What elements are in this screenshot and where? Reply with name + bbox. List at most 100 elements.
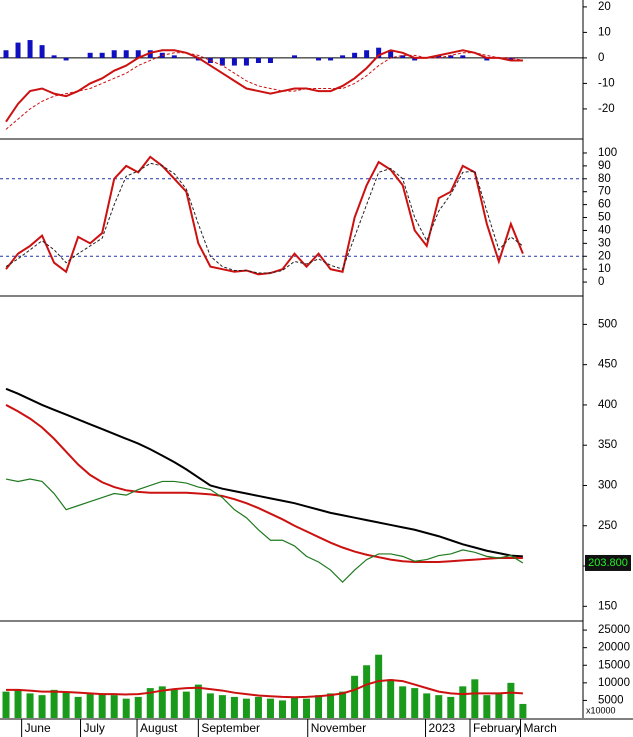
bar: [339, 691, 347, 718]
bar: [327, 693, 335, 718]
y-tick-label: 150: [598, 600, 617, 612]
bar: [399, 686, 407, 718]
bar: [495, 693, 503, 718]
bar: [231, 57, 237, 66]
x-tick-label: 2023: [429, 721, 456, 735]
bar: [51, 55, 57, 58]
x-tick-label: November: [311, 721, 366, 735]
bar: [39, 45, 45, 58]
y-tick-label: -10: [598, 77, 615, 89]
y-tick-label: 25000: [598, 624, 630, 636]
bar: [135, 50, 141, 58]
bar: [352, 52, 358, 58]
y-tick-label: 10: [598, 26, 611, 38]
bar: [484, 57, 490, 61]
y-tick-label: 90: [598, 160, 611, 172]
bar: [254, 696, 262, 718]
y-tick-label: 100: [598, 147, 617, 159]
bar: [388, 50, 394, 58]
bar: [291, 696, 299, 718]
bar: [194, 684, 202, 718]
bar: [364, 50, 370, 58]
series-line: [6, 679, 523, 699]
bar: [146, 688, 154, 718]
bar: [447, 696, 455, 718]
y-tick-label: 70: [598, 186, 611, 198]
bar: [218, 695, 226, 718]
bar: [471, 679, 479, 718]
bar: [242, 698, 250, 718]
bar: [3, 50, 9, 58]
bar: [50, 689, 58, 718]
y-tick-label: 40: [598, 224, 611, 236]
bar: [507, 682, 515, 718]
y-tick-label: 20000: [598, 642, 630, 654]
bar: [147, 50, 153, 58]
y-tick-label: 20: [598, 250, 611, 262]
y-tick-label: 30: [598, 237, 611, 249]
y-tick-label: 50: [598, 212, 611, 224]
y-tick-label: 15000: [598, 659, 630, 671]
y-tick-label: 20: [598, 1, 611, 13]
y-unit-label: x10000: [586, 705, 616, 715]
x-tick-label: March: [523, 721, 556, 735]
bar: [110, 695, 118, 718]
series-line: [5, 387, 523, 558]
x-tick-label: February: [473, 721, 521, 735]
bar: [122, 698, 130, 718]
series-line: [5, 404, 523, 564]
bar: [111, 50, 117, 58]
bar: [38, 695, 46, 718]
bar: [363, 665, 371, 718]
y-tick-label: 10: [598, 263, 611, 275]
y-tick-label: 80: [598, 173, 611, 185]
bar: [303, 698, 311, 718]
y-tick-label: -20: [598, 103, 615, 115]
series-line: [5, 155, 524, 276]
y-tick-label: 0: [598, 276, 604, 288]
bar: [459, 686, 467, 718]
bar: [411, 688, 419, 718]
bar: [519, 703, 527, 718]
bar: [171, 55, 177, 58]
bar: [99, 52, 105, 58]
y-tick-label: 60: [598, 199, 611, 211]
bar: [292, 55, 298, 58]
last-price-label: 203.800: [588, 557, 628, 569]
series-line: [5, 162, 524, 274]
bar: [26, 693, 34, 718]
bar: [400, 55, 406, 58]
y-tick-label: 300: [598, 480, 617, 492]
bar: [63, 57, 69, 61]
bar: [508, 57, 514, 61]
bar: [387, 679, 395, 718]
y-tick-label: 450: [598, 359, 617, 371]
x-tick-label: September: [201, 721, 260, 735]
bar: [448, 55, 454, 58]
series-line: [5, 52, 524, 130]
bar: [207, 57, 213, 64]
x-tick-label: August: [140, 721, 178, 735]
bar: [316, 57, 322, 61]
bar: [328, 57, 334, 61]
bar: [195, 57, 201, 61]
bar: [86, 694, 94, 718]
bar: [412, 57, 418, 61]
bar: [435, 695, 443, 718]
bar: [460, 55, 466, 58]
bar: [351, 675, 359, 718]
bar: [483, 695, 491, 718]
bar: [206, 693, 214, 718]
bar: [158, 686, 166, 718]
bar: [255, 57, 261, 64]
y-tick-label: 500: [598, 318, 617, 330]
bar: [62, 692, 70, 718]
bar: [123, 50, 129, 58]
bar: [267, 57, 273, 64]
series-line: [5, 478, 524, 583]
bar: [2, 691, 10, 718]
bar: [243, 57, 249, 66]
bar: [266, 698, 274, 718]
bar: [278, 700, 286, 718]
